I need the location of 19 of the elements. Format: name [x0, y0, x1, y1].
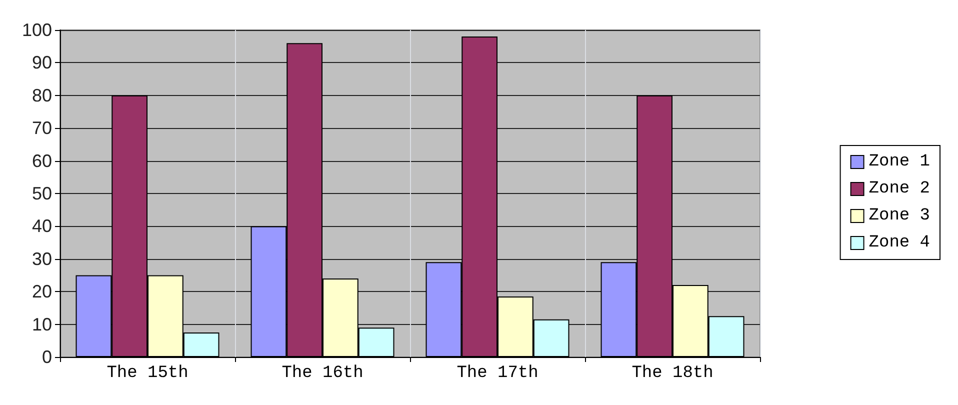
y-tick-label: 100 — [22, 20, 52, 40]
y-tick-label: 10 — [32, 314, 52, 334]
y-tick-label: 60 — [32, 150, 52, 171]
y-tick-label: 40 — [32, 216, 52, 236]
legend-label: Zone 3 — [868, 206, 930, 226]
x-tick-label: The 18th — [632, 364, 714, 383]
y-tick-label: 80 — [32, 85, 52, 106]
y-tick-label: 30 — [32, 248, 52, 269]
y-tick-label: 50 — [32, 184, 52, 204]
y-tick-label: 20 — [32, 282, 52, 302]
x-tick-label: The 17th — [456, 364, 538, 383]
x-tick-label: The 15th — [106, 364, 188, 383]
y-tick-label: 0 — [42, 347, 52, 367]
y-tick-label: 90 — [32, 52, 52, 73]
legend-label: Zone 1 — [868, 152, 930, 172]
y-tick-label: 70 — [32, 118, 52, 138]
x-tick-label: The 16th — [282, 364, 364, 383]
legend-label: Zone 4 — [868, 234, 930, 252]
legend-label: Zone 2 — [868, 180, 930, 198]
